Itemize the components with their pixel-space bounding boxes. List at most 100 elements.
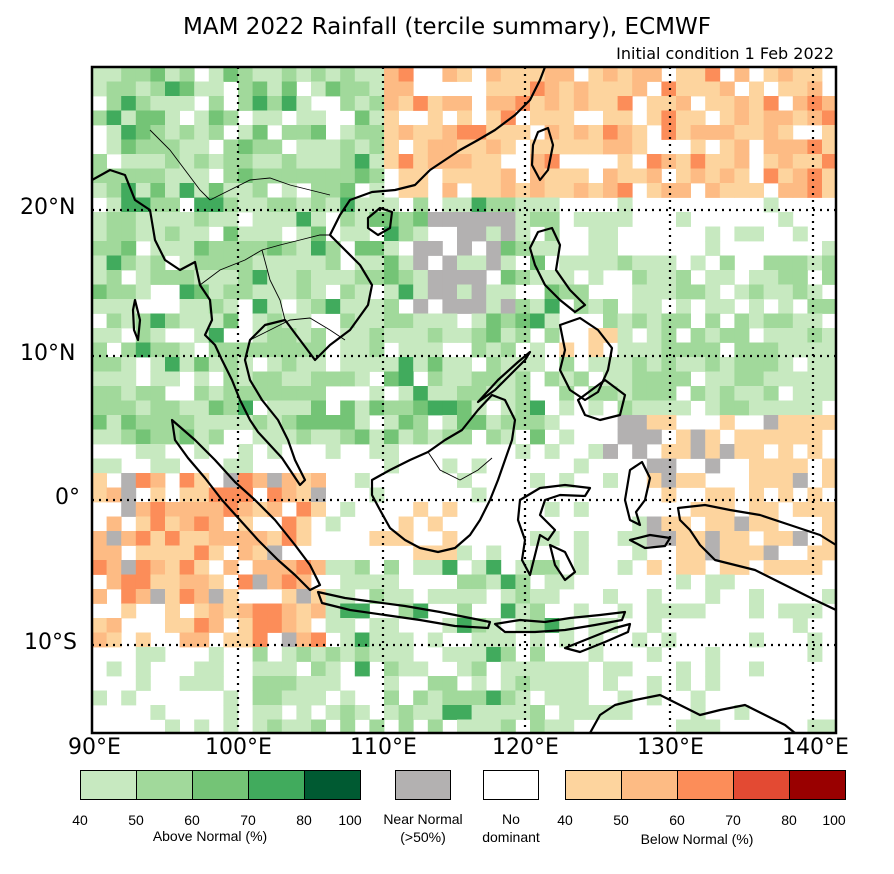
grid-cell: [121, 473, 137, 488]
grid-cell: [442, 371, 458, 387]
grid-cell: [194, 589, 210, 604]
grid-cell: [92, 154, 107, 169]
grid-cell: [617, 531, 633, 546]
grid-cell: [194, 139, 210, 155]
grid-cell: [252, 473, 268, 488]
grid-cell: [705, 589, 721, 604]
grid-cell: [734, 342, 750, 358]
grid-cell: [573, 531, 589, 546]
grid-cell: [807, 342, 823, 358]
grid-cell: [311, 168, 326, 184]
grid-cell: [208, 96, 224, 111]
grid-cell: [369, 618, 385, 633]
lat-label-10n: 10°N: [20, 341, 76, 366]
grid-cell: [486, 545, 502, 561]
grid-cell: [354, 647, 370, 662]
grid-cell: [121, 357, 137, 372]
grid-cell: [325, 560, 341, 575]
grid-cell: [500, 603, 516, 619]
map-frame: [90, 65, 838, 735]
grid-cell: [530, 415, 545, 430]
grid-cell: [705, 647, 721, 662]
grid-cell: [471, 299, 487, 314]
grid-cell: [559, 574, 575, 590]
grid-cell: [822, 357, 836, 372]
grid-cell: [427, 125, 443, 140]
grid-cell: [749, 96, 764, 111]
near-normal-swatch: [395, 770, 451, 800]
grid-cell: [544, 270, 560, 285]
grid-cell: [646, 110, 662, 126]
grid-cell: [296, 154, 312, 169]
grid-cell: [530, 661, 545, 677]
grid-cell: [690, 255, 706, 271]
grid-cell: [442, 400, 458, 416]
grid-cell: [135, 516, 151, 532]
grid-cell: [530, 589, 545, 604]
grid-cell: [398, 371, 414, 387]
grid-cell: [822, 473, 836, 488]
grid-cell: [807, 415, 823, 430]
grid-cell: [822, 299, 836, 314]
grid-cell: [92, 458, 107, 474]
grid-cell: [500, 270, 516, 285]
grid-cell: [223, 313, 239, 329]
above-tick: 100: [338, 812, 362, 828]
grid-cell: [457, 415, 472, 430]
grid-cell: [281, 603, 297, 619]
grid-cell: [311, 197, 326, 213]
grid-cell: [822, 255, 836, 271]
grid-cell: [267, 371, 283, 387]
grid-cell: [106, 270, 122, 285]
grid-cell: [807, 96, 823, 111]
grid-cell: [325, 429, 341, 445]
grid-cell: [734, 444, 750, 459]
grid-cell: [223, 632, 239, 648]
grid-cell: [515, 560, 531, 575]
grid-cell: [208, 328, 224, 343]
grid-cell: [311, 125, 326, 140]
grid-cell: [822, 328, 836, 343]
grid-cell: [165, 502, 180, 517]
grid-cell: [573, 212, 589, 227]
grid-cell: [486, 429, 502, 445]
grid-cell: [281, 618, 297, 633]
grid-cell: [763, 313, 779, 329]
grid-cell: [530, 154, 545, 169]
below-seg-50-60: [622, 771, 678, 799]
grid-cell: [457, 226, 472, 242]
grid-cell: [369, 574, 385, 590]
grid-cell: [676, 603, 691, 619]
grid-cell: [792, 371, 808, 387]
grid-cell: [763, 545, 779, 561]
grid-cell: [238, 531, 253, 546]
grid-cell: [530, 647, 545, 662]
grid-cell: [822, 502, 836, 517]
grid-cell: [413, 400, 429, 416]
grid-cell: [150, 545, 166, 561]
grid-cell: [442, 705, 458, 720]
grid-cell: [325, 168, 341, 184]
grid-cell: [106, 255, 122, 271]
grid-cell: [384, 647, 399, 662]
grid-cell: [252, 212, 268, 227]
grid-cell: [500, 226, 516, 242]
grid-cell: [763, 168, 779, 184]
grid-cell: [778, 415, 794, 430]
grid-cell: [442, 313, 458, 329]
grid-cell: [281, 400, 297, 416]
grid-cell: [398, 647, 414, 662]
grid-cell: [384, 197, 399, 213]
grid-cell: [165, 226, 180, 242]
grid-cell: [530, 270, 545, 285]
grid-cell: [150, 212, 166, 227]
grid-cell: [749, 603, 764, 619]
grid-cell: [267, 705, 283, 720]
grid-cell: [340, 168, 356, 184]
grid-cell: [135, 502, 151, 517]
grid-cell: [165, 531, 180, 546]
grid-cell: [457, 690, 472, 706]
grid-cell: [734, 516, 750, 532]
grid-cell: [778, 560, 794, 575]
grid-cell: [325, 647, 341, 662]
